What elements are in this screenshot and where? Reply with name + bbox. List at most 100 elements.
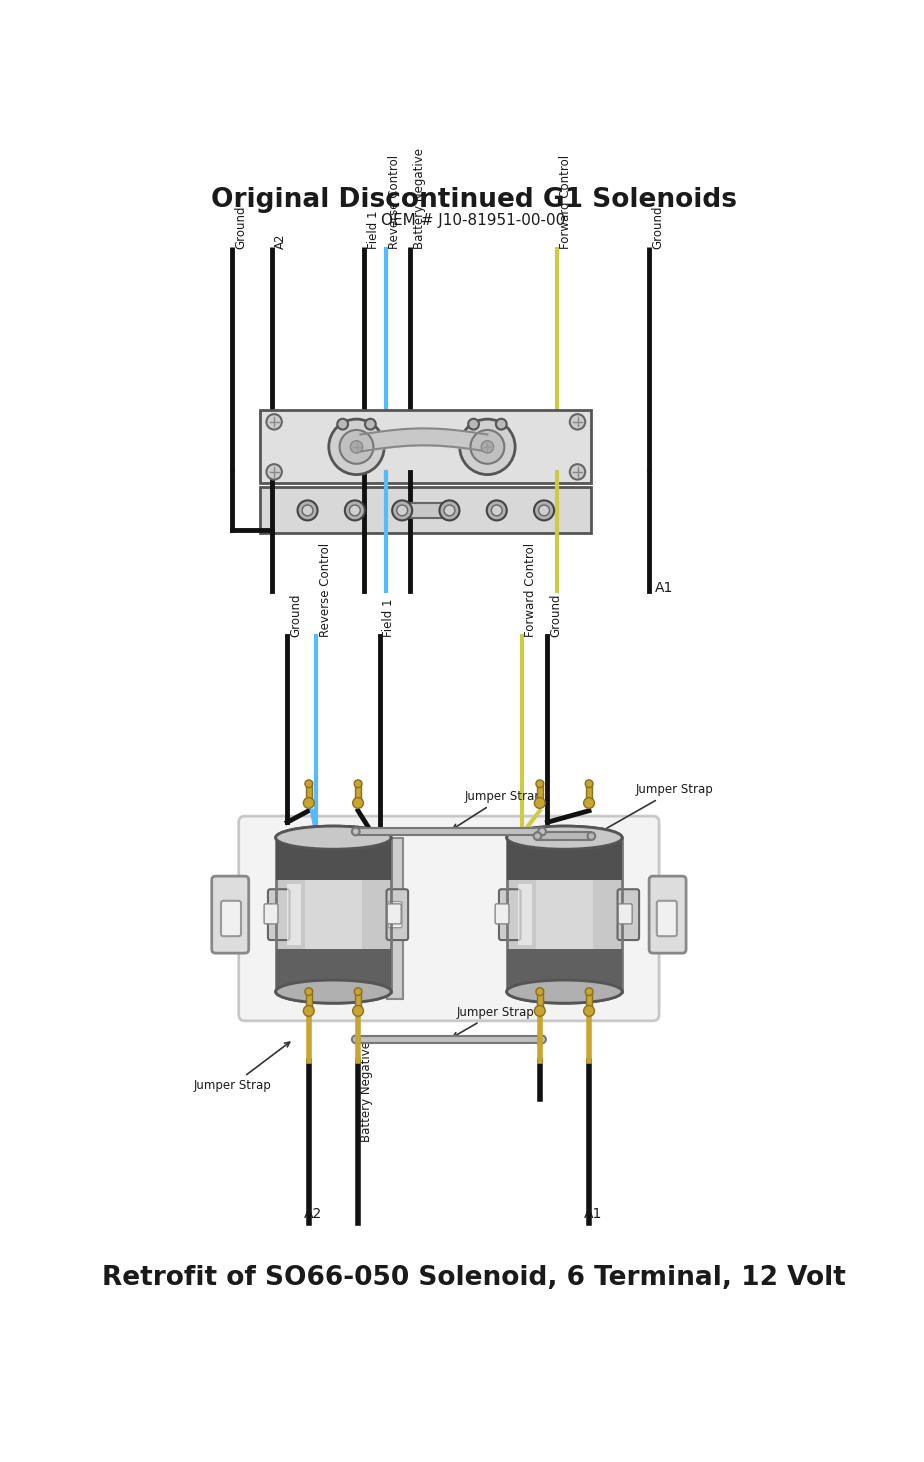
Bar: [261, 411, 591, 484]
Ellipse shape: [506, 980, 622, 1003]
Circle shape: [534, 500, 554, 520]
Circle shape: [536, 779, 543, 788]
FancyBboxPatch shape: [238, 816, 659, 1020]
Ellipse shape: [275, 980, 391, 1003]
Bar: [536, 838, 593, 991]
Text: A2: A2: [303, 1208, 322, 1221]
Circle shape: [584, 1006, 594, 1016]
Bar: [287, 885, 301, 946]
Circle shape: [534, 832, 541, 841]
FancyBboxPatch shape: [495, 904, 509, 924]
Circle shape: [354, 988, 362, 996]
FancyBboxPatch shape: [221, 901, 241, 936]
Text: Reverse Control: Reverse Control: [319, 544, 332, 637]
Text: Battery Negative: Battery Negative: [360, 1041, 373, 1142]
Text: A1: A1: [655, 580, 674, 595]
Circle shape: [303, 798, 314, 808]
Circle shape: [365, 418, 376, 430]
Circle shape: [584, 798, 594, 808]
Circle shape: [266, 414, 282, 430]
Text: Field 1: Field 1: [382, 599, 395, 637]
Circle shape: [303, 1006, 314, 1016]
Circle shape: [354, 779, 362, 788]
Bar: [518, 885, 532, 946]
Circle shape: [337, 418, 348, 430]
Ellipse shape: [275, 980, 391, 1003]
Circle shape: [444, 504, 455, 516]
FancyBboxPatch shape: [264, 904, 278, 924]
Text: Ground: Ground: [234, 205, 247, 249]
Bar: [506, 949, 622, 991]
Circle shape: [339, 430, 373, 463]
Text: Battery Negative: Battery Negative: [413, 148, 426, 249]
Circle shape: [496, 418, 506, 430]
Circle shape: [468, 418, 479, 430]
Text: Jumper Strap: Jumper Strap: [453, 1006, 534, 1037]
Bar: [261, 487, 591, 534]
Circle shape: [392, 500, 412, 520]
Circle shape: [539, 504, 550, 516]
Bar: [356, 1035, 542, 1044]
Circle shape: [298, 500, 318, 520]
Ellipse shape: [275, 826, 391, 849]
Bar: [305, 838, 362, 991]
Text: Field 1: Field 1: [367, 211, 380, 249]
Bar: [356, 827, 542, 835]
Bar: [306, 781, 312, 803]
Circle shape: [440, 500, 459, 520]
Circle shape: [536, 988, 543, 996]
Ellipse shape: [506, 826, 622, 849]
Text: Forward Control: Forward Control: [559, 155, 572, 249]
Bar: [586, 990, 592, 1010]
Text: Retrofit of SO66-050 Solenoid, 6 Terminal, 12 Volt: Retrofit of SO66-050 Solenoid, 6 Termina…: [102, 1265, 845, 1291]
FancyBboxPatch shape: [650, 876, 686, 953]
Circle shape: [460, 420, 516, 475]
Text: Jumper Strap: Jumper Strap: [453, 791, 542, 829]
FancyBboxPatch shape: [388, 902, 402, 928]
Circle shape: [487, 500, 506, 520]
Circle shape: [585, 779, 593, 788]
Text: A1: A1: [584, 1208, 602, 1221]
Text: OEM # J10-81951-00-00: OEM # J10-81951-00-00: [382, 212, 565, 228]
Circle shape: [305, 988, 312, 996]
Circle shape: [345, 500, 365, 520]
Bar: [306, 990, 312, 1010]
Circle shape: [538, 1035, 546, 1044]
Circle shape: [349, 504, 360, 516]
Text: Ground: Ground: [550, 594, 563, 637]
Circle shape: [492, 504, 502, 516]
Bar: [355, 781, 361, 803]
FancyBboxPatch shape: [499, 889, 520, 940]
Text: Ground: Ground: [651, 205, 664, 249]
Ellipse shape: [506, 826, 622, 849]
Bar: [275, 949, 391, 991]
Circle shape: [350, 440, 363, 453]
Text: NO: NO: [320, 994, 340, 1007]
Bar: [586, 781, 592, 803]
Circle shape: [329, 420, 384, 475]
Circle shape: [305, 779, 312, 788]
Circle shape: [481, 440, 493, 453]
FancyBboxPatch shape: [387, 904, 401, 924]
Ellipse shape: [506, 980, 622, 1003]
Circle shape: [585, 988, 593, 996]
FancyBboxPatch shape: [386, 889, 408, 940]
Circle shape: [396, 504, 407, 516]
Circle shape: [352, 827, 359, 835]
Text: Forward Control: Forward Control: [525, 544, 538, 637]
Ellipse shape: [275, 826, 391, 849]
Circle shape: [353, 798, 363, 808]
Bar: [538, 832, 591, 841]
Circle shape: [570, 414, 585, 430]
Circle shape: [570, 465, 585, 480]
FancyBboxPatch shape: [212, 876, 249, 953]
Bar: [398, 503, 454, 518]
FancyBboxPatch shape: [617, 889, 639, 940]
Bar: [355, 990, 361, 1010]
Bar: [506, 838, 622, 991]
Circle shape: [352, 1035, 359, 1044]
Bar: [275, 838, 391, 991]
Circle shape: [266, 465, 282, 480]
Circle shape: [534, 798, 545, 808]
Text: NO: NO: [551, 994, 571, 1007]
